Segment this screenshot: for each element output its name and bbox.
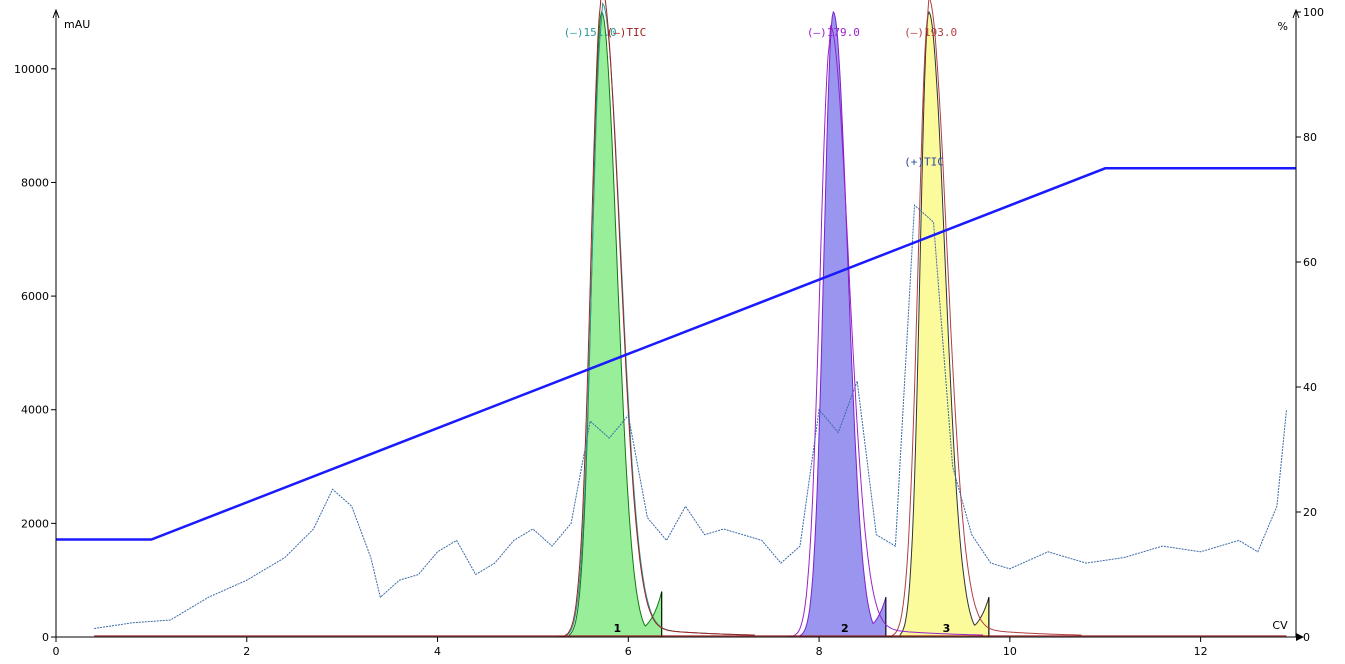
uv-peak-area xyxy=(799,10,887,638)
y-left-tick-label: 6000 xyxy=(21,290,49,303)
ms-trace-label: (–)193.0 xyxy=(904,26,957,39)
y-left-tick-label: 0 xyxy=(42,631,49,644)
ms-trace-line xyxy=(549,0,755,638)
y-right-tick-label: 20 xyxy=(1303,506,1317,519)
y-right-tick-label: 40 xyxy=(1303,381,1317,394)
y-left-tick-label: 2000 xyxy=(21,517,49,530)
peak-number-label: 2 xyxy=(841,622,849,635)
y-left-tick-label: 4000 xyxy=(21,404,49,417)
y-right-tick-label: 0 xyxy=(1303,631,1310,644)
y-left-tick-label: 10000 xyxy=(14,63,49,76)
y-right-tick-label: 60 xyxy=(1303,256,1317,269)
positive-tic-line xyxy=(94,204,1287,629)
x-axis-label: CV xyxy=(1272,619,1288,632)
x-tick-label: 10 xyxy=(1003,645,1017,658)
x-tick-label: 12 xyxy=(1194,645,1208,658)
y-right-tick-label: 80 xyxy=(1303,131,1317,144)
x-tick-label: 4 xyxy=(434,645,441,658)
x-tick-label: 6 xyxy=(625,645,632,658)
y-right-tick-label: 100 xyxy=(1303,6,1324,19)
y-right-axis-arrow xyxy=(1292,8,1300,19)
ms-trace-line xyxy=(876,0,1082,638)
ms-trace-label: (–)TIC xyxy=(607,26,647,39)
peak-number-label: 1 xyxy=(614,622,622,635)
ms-trace-line xyxy=(778,24,984,638)
y-right-axis-label: % xyxy=(1278,20,1288,33)
x-tick-label: 8 xyxy=(816,645,823,658)
peak-number-label: 3 xyxy=(943,622,951,635)
ms-trace-label: (–)151.0 xyxy=(564,26,617,39)
y-left-axis-label: mAU xyxy=(64,18,90,31)
uv-peak-area xyxy=(899,10,990,638)
y-left-tick-label: 8000 xyxy=(21,176,49,189)
y-left-axis-arrow xyxy=(52,8,60,19)
positive-tic-label: (+)TIC xyxy=(904,155,944,168)
gradient-line xyxy=(56,167,1296,541)
x-tick-label: 2 xyxy=(243,645,250,658)
ms-trace-label: (–)179.0 xyxy=(807,26,860,39)
uv-peak-area xyxy=(568,10,663,638)
x-tick-label: 0 xyxy=(53,645,60,658)
